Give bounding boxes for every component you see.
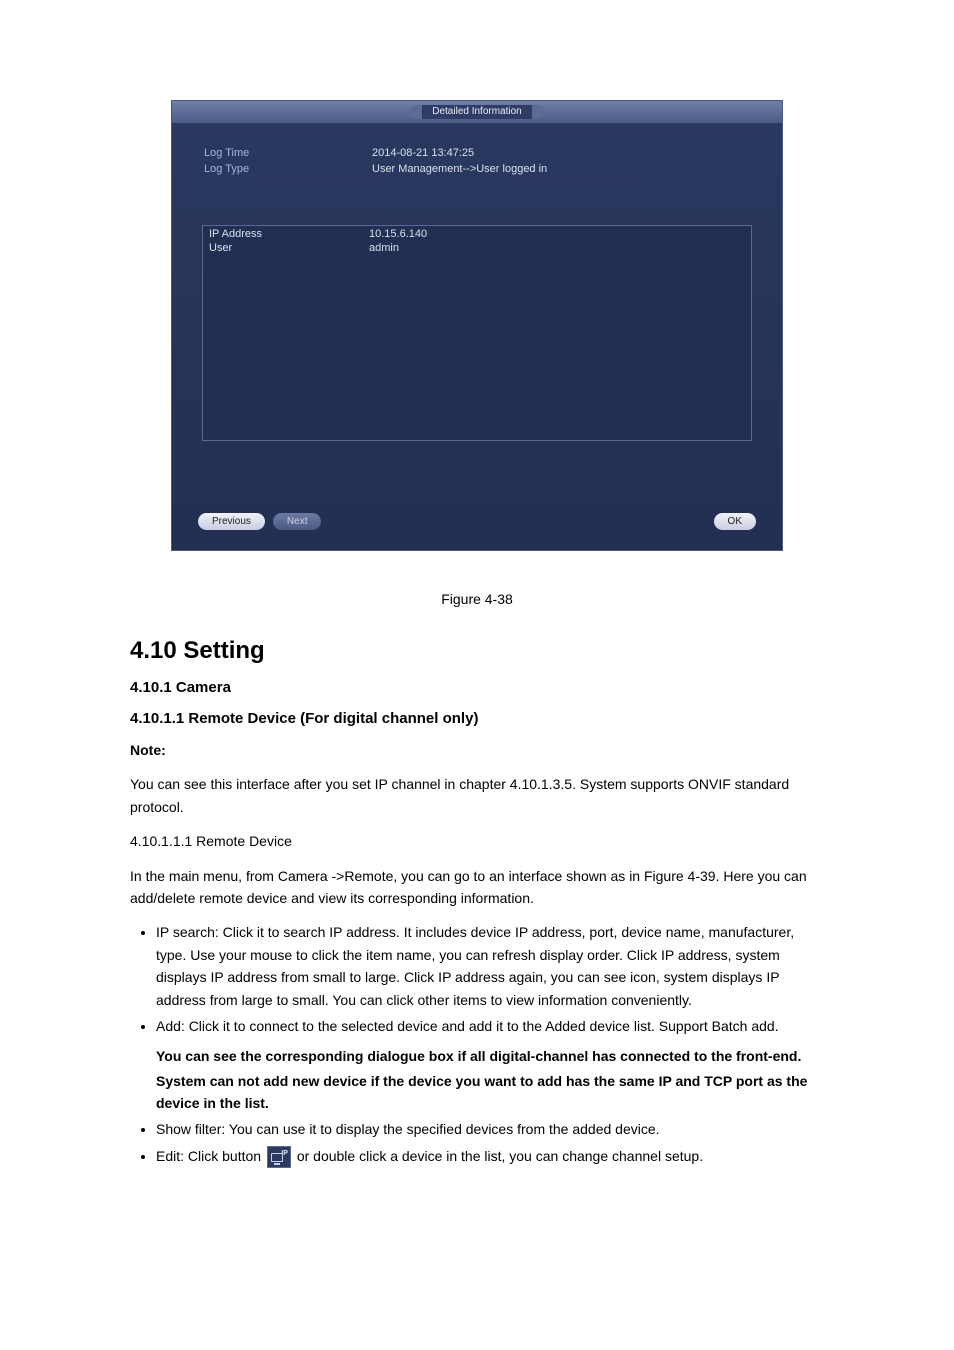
previous-button[interactable]: Previous	[198, 513, 265, 530]
detail-box: IP Address 10.15.6.140 User admin	[202, 225, 752, 441]
log-type-value: User Management-->User logged in	[372, 163, 547, 175]
log-type-label: Log Type	[204, 163, 372, 175]
ip-address-label: IP Address	[209, 228, 369, 240]
ip-address-value: 10.15.6.140	[369, 228, 427, 240]
log-time-label: Log Time	[204, 147, 372, 159]
bullet-ip-search: IP search: Click it to search IP address…	[156, 921, 824, 1011]
detailed-info-dialog: Detailed Information Log Time 2014-08-21…	[171, 100, 783, 551]
subheading-camera: 4.10.1 Camera	[130, 679, 824, 696]
subheading-remote-device: 4.10.1.1 Remote Device (For digital chan…	[130, 710, 824, 727]
bullet-show-filter: Show filter: You can use it to display t…	[156, 1118, 824, 1140]
para-a: In the main menu, from Camera ->Remote, …	[130, 865, 824, 910]
ok-button[interactable]: OK	[714, 513, 756, 530]
section-heading: 4.10 Setting	[130, 637, 824, 665]
dialog-title: Detailed Information	[422, 105, 532, 119]
sub-a-heading: 4.10.1.1.1 Remote Device	[130, 830, 824, 852]
dialog-titlebar: Detailed Information	[172, 101, 782, 123]
note-label: Note:	[130, 742, 166, 758]
user-label: User	[209, 242, 369, 254]
next-button[interactable]: Next	[273, 513, 322, 530]
bullet-add: Add: Click it to connect to the selected…	[156, 1015, 824, 1115]
note-text: You can see this interface after you set…	[130, 773, 824, 818]
bullet-edit: Edit: Click button or double click a dev…	[156, 1145, 824, 1168]
log-time-value: 2014-08-21 13:47:25	[372, 147, 474, 159]
bullet-add-warn1: You can see the corresponding dialogue b…	[156, 1045, 824, 1067]
ip-device-icon	[267, 1146, 291, 1168]
figure-caption: Figure 4-38	[130, 591, 824, 607]
user-value: admin	[369, 242, 399, 254]
bullet-add-warn2: System can not add new device if the dev…	[156, 1070, 824, 1115]
